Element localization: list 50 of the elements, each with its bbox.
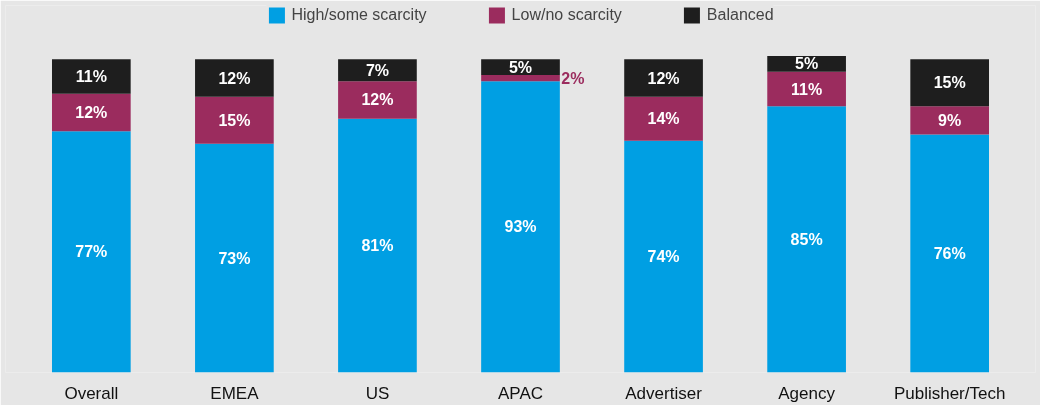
data-label: 2%: [561, 69, 585, 87]
data-label: 76%: [933, 244, 966, 262]
legend-label: High/some scarcity: [291, 6, 427, 24]
data-label: 5%: [508, 58, 533, 76]
data-label: 11%: [75, 67, 107, 85]
bar: [910, 106, 990, 135]
bar: [195, 59, 274, 97]
bar: [51, 131, 131, 373]
data-label: 93%: [504, 218, 537, 236]
legend-label: Low/no scarcity: [511, 6, 622, 24]
data-label: 12%: [361, 91, 394, 109]
data-label: 81%: [361, 237, 394, 255]
data-label: 7%: [365, 61, 390, 79]
bar: [51, 93, 131, 132]
data-label: 85%: [790, 230, 823, 248]
bar: [910, 59, 990, 107]
data-label: 12%: [218, 69, 251, 87]
bar: [338, 59, 417, 82]
data-label: 73%: [218, 249, 251, 267]
data-label: 77%: [75, 243, 108, 261]
data-label: 12%: [647, 69, 680, 87]
x-tick-label: APAC: [497, 383, 544, 403]
x-tick-label: US: [365, 383, 390, 403]
bar: [338, 81, 417, 119]
x-tick-label: Agency: [778, 383, 836, 403]
x-tick-label: Overall: [64, 383, 119, 403]
x-tick-label: EMEA: [210, 383, 260, 403]
x-tick-label: Advertiser: [625, 383, 703, 403]
bar: [624, 140, 703, 373]
data-label: 12%: [75, 104, 108, 122]
data-label: 11%: [791, 80, 823, 98]
bar: [481, 74, 560, 82]
data-label: 15%: [933, 74, 966, 92]
bar: [195, 96, 274, 144]
bar: [195, 143, 274, 373]
data-label: 5%: [795, 55, 819, 73]
bar: [767, 106, 846, 373]
bar: [767, 71, 846, 107]
legend-label: Balanced: [706, 6, 774, 24]
x-tick-label: Publisher/Tech: [893, 383, 1006, 403]
bar: [51, 59, 131, 94]
data-label: 14%: [647, 110, 680, 128]
bar: [338, 118, 417, 373]
data-label: 15%: [218, 111, 251, 129]
data-label: 74%: [647, 248, 680, 266]
data-label: 9%: [938, 111, 962, 129]
bar: [481, 81, 560, 373]
bar: [624, 59, 703, 97]
bar: [910, 134, 990, 373]
bar: [624, 96, 703, 141]
